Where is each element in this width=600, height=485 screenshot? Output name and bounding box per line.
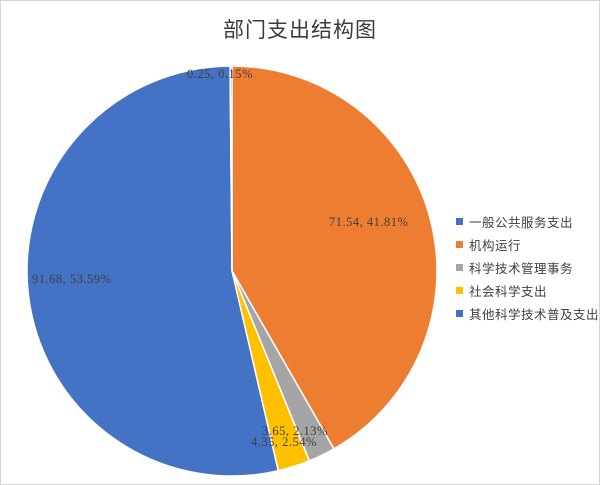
legend-swatch-icon [456,240,463,248]
legend-item-2: 科学技术管理事务 [456,260,599,276]
chart-title: 部门支出结构图 [223,18,377,42]
data-label-general-public-service: 91.68, 53.59% [32,272,112,286]
legend-swatch-icon [456,286,463,294]
legend-swatch-icon [456,309,463,317]
pie-slice-4 [229,65,233,272]
legend-label: 一般公共服务支出 [469,215,574,230]
legend-item-4: 其他科学技术普及支出 [456,306,600,322]
legend-item-0: 一般公共服务支出 [456,214,599,230]
legend-label: 机构运行 [469,238,522,253]
data-label-sci-tech-management: 3.65, 2.13% [262,424,328,438]
legend-label: 其他科学技术普及支出 [469,307,600,322]
pie-slice-1 [231,65,438,450]
legend-item-1: 机构运行 [456,237,599,253]
data-label-institution-operation: 71.54, 41.81% [329,215,409,229]
legend-label: 科学技术管理事务 [469,261,574,276]
legend-swatch-icon [456,263,463,271]
chart-legend: 一般公共服务支出 机构运行科学技术管理事务 社会科学支出其他科学技术普及支出 [456,214,599,329]
pie-slice-0 [26,65,280,477]
legend-swatch-icon [456,217,463,225]
legend-label: 社会科学支出 [469,284,548,299]
data-label-social-science: 4.35, 2.54% [251,435,317,449]
legend-item-3: 社会科学支出 [456,283,599,299]
data-label-other-sci-tech: 0.25, 0.15% [187,67,253,81]
